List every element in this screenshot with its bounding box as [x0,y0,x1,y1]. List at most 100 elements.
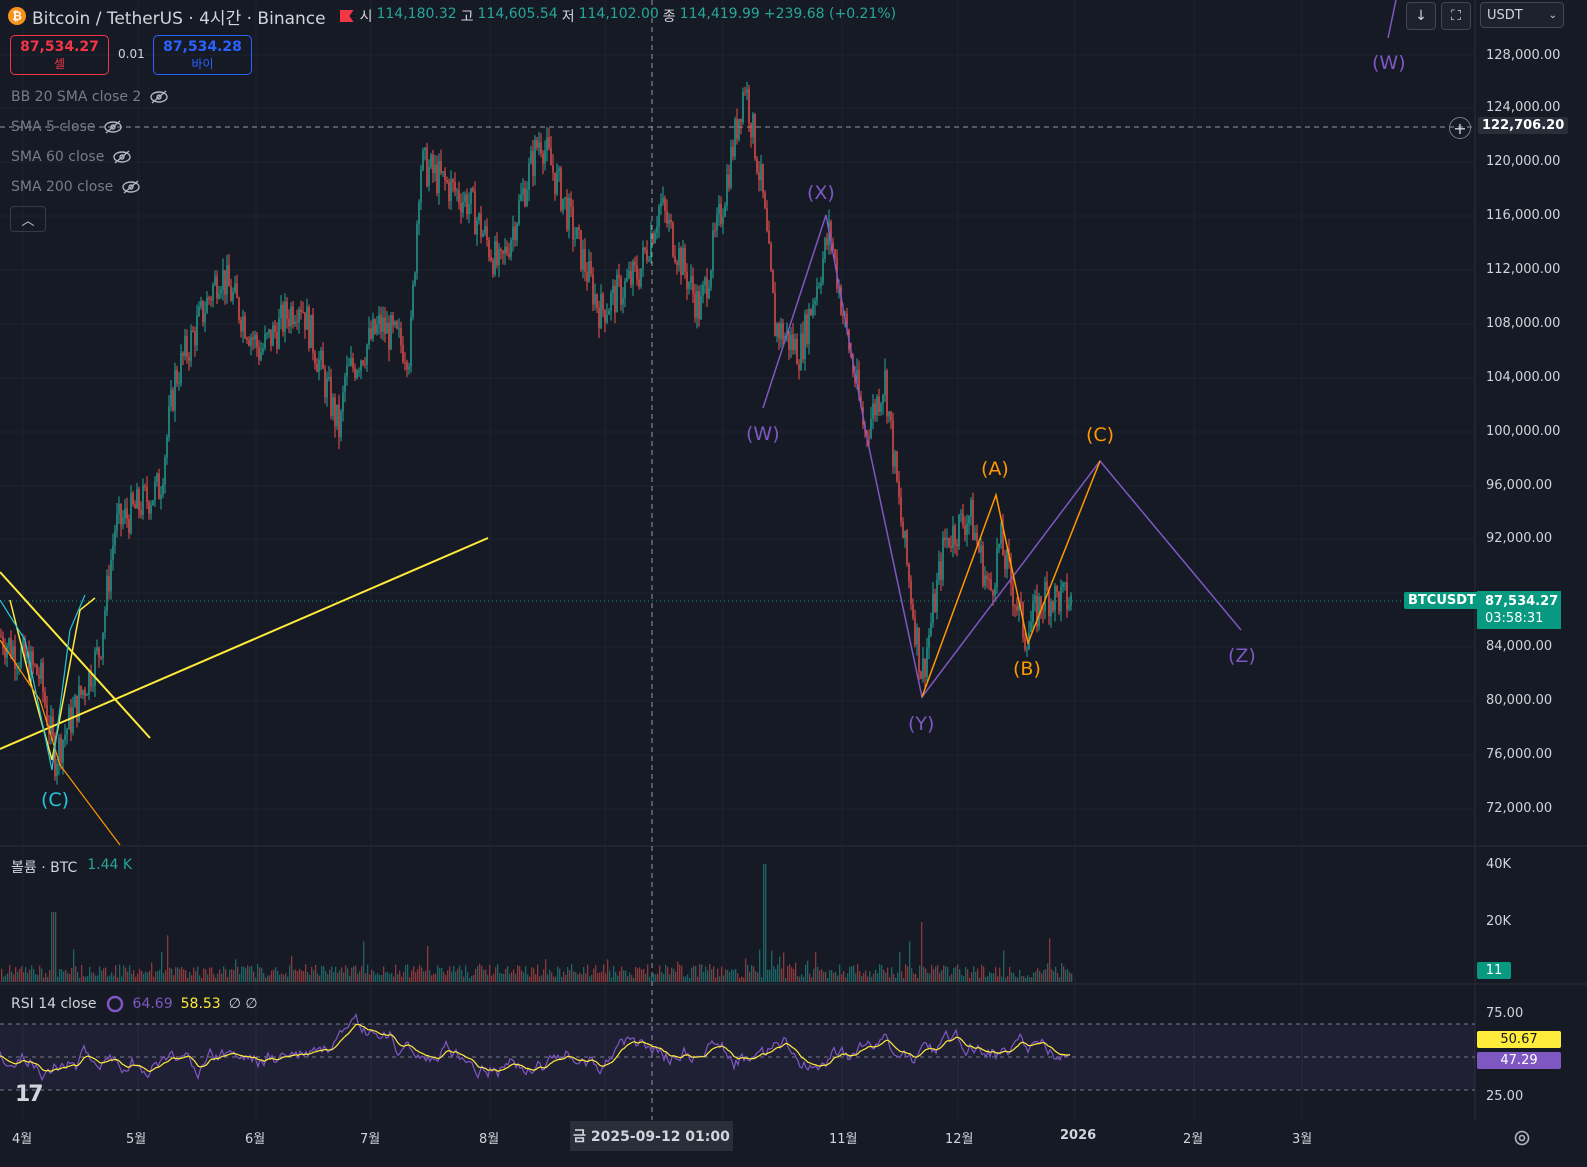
volume-bar [141,970,143,982]
rsi-axis-label: 25.00 [1486,1089,1524,1104]
wave-label-c[interactable]: (C) [1086,424,1115,446]
volume-bar [885,972,887,982]
volume-bar [63,971,65,982]
volume-bar [357,973,359,982]
eye-hidden-icon[interactable] [112,150,132,164]
volume-bar [1033,972,1035,982]
candle-body [14,646,16,669]
wave-label-w[interactable]: (W) [746,423,780,445]
candle-body [500,248,502,251]
volume-bar [987,976,989,982]
indicator-sma5[interactable]: SMA 5 close [11,119,123,135]
candle-body [826,238,828,246]
wave-label-z[interactable]: (Z) [1228,645,1256,667]
volume-bar [763,864,765,982]
download-button[interactable]: ↓ [1406,2,1436,30]
price-label: 120,000.00 [1486,154,1561,169]
volume-bar [463,976,465,982]
crosshair-date-tag: 금 2025-09-12 01:00 [570,1121,733,1151]
candle-body [950,546,952,548]
volume-bar [629,972,631,982]
sell-button[interactable]: 87,534.27 셀 [10,35,109,75]
candle-body [44,692,46,705]
eye-hidden-icon[interactable] [149,90,169,104]
candle-body [42,662,44,693]
candle-body [700,295,702,320]
volume-bar [341,967,343,982]
indicator-sma200[interactable]: SMA 200 close [11,179,141,195]
volume-bar [771,950,773,982]
volume-bar [193,967,195,982]
candle-body [884,370,886,396]
wave-label-a[interactable]: (A) [981,458,1009,480]
candle-body [486,226,488,240]
volume-bar [101,970,103,982]
eye-hidden-icon[interactable] [121,180,141,194]
symbol-title[interactable]: Bitcoin / TetherUS · 4시간 · Binance [32,8,326,29]
candle-body [212,284,214,301]
volume-bar [377,973,379,982]
candle-body [888,411,890,417]
volume-bar [533,968,535,982]
volume-bar [525,966,527,982]
tradingview-logo[interactable]: 17 [15,1082,44,1107]
candle-body [1062,583,1064,588]
fullscreen-button[interactable]: ⛶ [1441,2,1471,30]
candle-body [664,198,666,211]
volume-bar [149,970,151,982]
volume-bar [1011,972,1013,982]
volume-bar [347,968,349,982]
volume-bar [125,967,127,982]
refresh-icon[interactable] [105,995,125,1013]
volume-bar [777,964,779,982]
volume-bar [117,977,119,982]
candle-body [1034,595,1036,603]
volume-bar [881,965,883,982]
volume-bar [239,974,241,982]
candle-body [698,291,700,320]
candle-body [6,646,8,658]
rsi-legend[interactable]: RSI 14 close 64.69 58.53 ∅ ∅ [11,995,258,1013]
candle-body [634,261,636,266]
candle-body [314,352,316,365]
wave-label-x[interactable]: (X) [807,182,835,204]
eye-hidden-icon[interactable] [103,120,123,134]
volume-bar [731,969,733,982]
volume-legend[interactable]: 볼륨 · BTC 1.44 K [11,857,133,876]
indicator-bb[interactable]: BB 20 SMA close 2 [11,89,169,105]
candle-body [186,336,188,357]
volume-bar [45,973,47,982]
wave-label-left-c[interactable]: (C) [41,789,70,811]
settings-gear-icon[interactable] [1512,1128,1532,1148]
volume-bar [807,960,809,982]
indicator-sma60[interactable]: SMA 60 close [11,149,132,165]
wave-label-top-w[interactable]: (W) [1372,52,1406,74]
candle-body [218,293,220,299]
candle-body [900,497,902,522]
volume-bar [215,977,217,982]
add-alert-icon[interactable]: + [1449,117,1471,139]
wave-label-y[interactable]: (Y) [908,713,935,735]
collapse-legend-button[interactable]: ︿ [10,206,46,232]
volume-bar [491,975,493,982]
volume-bar [543,969,545,982]
volume-bar [305,964,307,982]
volume-bar [611,977,613,982]
volume-bar [993,973,995,982]
volume-bar [985,976,987,982]
candle-body [398,328,400,330]
volume-bar [71,967,73,982]
candle-body [548,137,550,148]
candle-body [954,525,956,545]
wave-label-b[interactable]: (B) [1013,658,1041,680]
candle-body [460,203,462,213]
candle-body [922,658,924,679]
candle-body [1044,581,1046,612]
buy-button[interactable]: 87,534.28 바이 [153,35,252,75]
currency-select[interactable]: USDT ⌄ [1480,2,1564,28]
volume-bar [749,971,751,982]
volume-bar [671,967,673,982]
flag-icon[interactable] [339,10,354,22]
volume-bar [535,974,537,982]
